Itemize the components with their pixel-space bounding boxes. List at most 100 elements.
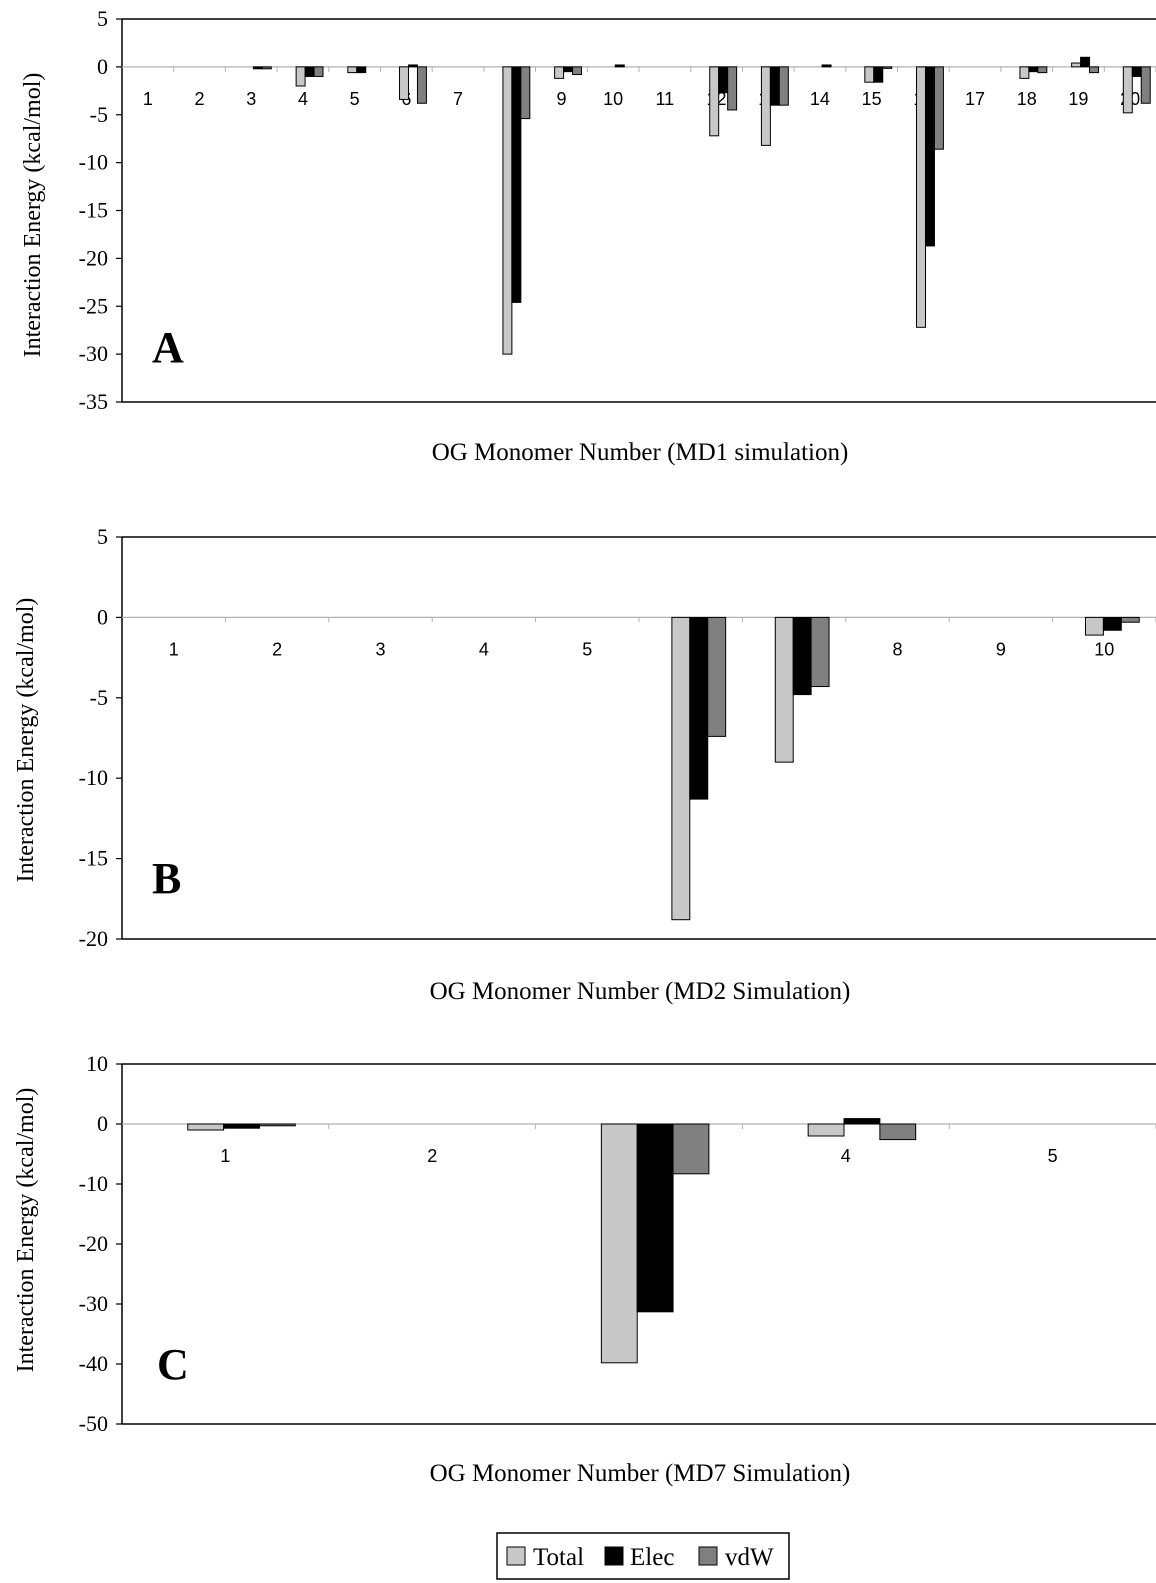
y-tick-label: -30 <box>79 1291 108 1316</box>
chart-panel-c: 100-10-20-30-40-5012345Interaction Energ… <box>13 1051 1156 1487</box>
bar-vdw-6 <box>707 616 727 737</box>
y-tick-label: -20 <box>79 245 108 270</box>
category-label: 10 <box>603 89 623 109</box>
bar-elec-10 <box>1102 616 1122 631</box>
bar-vdw-12 <box>727 66 738 111</box>
bar-vdw-15 <box>882 66 893 69</box>
category-label: 1 <box>143 89 153 109</box>
bar-total-4 <box>807 1123 845 1137</box>
bar-vdw-13 <box>778 66 789 106</box>
bar-elec-5 <box>356 66 367 74</box>
bar-elec-3 <box>636 1123 674 1313</box>
y-tick-label: -35 <box>79 389 108 414</box>
bar-vdw-3 <box>261 66 272 70</box>
bar-total-4 <box>295 66 306 87</box>
bar-total-1 <box>187 1123 225 1131</box>
bar-elec-12 <box>718 66 729 94</box>
category-label: 4 <box>841 1146 851 1166</box>
category-label: 1 <box>169 639 179 659</box>
category-label: 4 <box>298 89 308 109</box>
legend-box <box>496 1532 790 1580</box>
bar-elec-15 <box>873 66 884 83</box>
category-label: 15 <box>862 89 882 109</box>
bar-total-16 <box>916 66 926 328</box>
bar-elec-14 <box>821 64 832 68</box>
bar-total-8 <box>502 66 513 355</box>
bar-total-15 <box>864 66 875 83</box>
bar-vdw-16 <box>933 66 944 150</box>
bar-total-9 <box>554 66 565 79</box>
bar-vdw-18 <box>1037 66 1048 74</box>
bar-total-18 <box>1019 66 1030 79</box>
category-label: 19 <box>1068 89 1088 109</box>
legend-label-elec: Elec <box>630 1544 674 1571</box>
y-tick-label: -20 <box>79 1231 108 1256</box>
y-tick-label: -10 <box>79 765 108 790</box>
bar-total-13 <box>760 66 771 146</box>
bar-elec-7 <box>792 616 812 696</box>
bar-elec-8 <box>511 66 522 303</box>
y-tick-label: -10 <box>79 1171 108 1196</box>
category-label: 5 <box>350 89 360 109</box>
legend: Total Elec vdW <box>496 1532 790 1580</box>
bar-total-10 <box>1084 616 1104 636</box>
bar-vdw-19 <box>1089 66 1100 74</box>
panel-label: B <box>152 854 181 903</box>
bar-total-6 <box>399 66 409 100</box>
category-label: 18 <box>1017 89 1037 109</box>
bar-elec-6 <box>407 64 418 68</box>
x-axis-label: OG Monomer Number (MD2 Simulation) <box>430 978 851 1005</box>
y-tick-label: -50 <box>79 1411 108 1436</box>
y-tick-label: -25 <box>79 293 108 318</box>
y-tick-label: 5 <box>97 6 108 31</box>
y-axis-label: Interaction Energy (kcal/mol) <box>13 598 39 883</box>
category-label: 9 <box>996 639 1006 659</box>
chart-panel-b: 50-5-10-15-2012345678910Interaction Ener… <box>13 524 1156 1005</box>
category-label: 1 <box>220 1146 230 1166</box>
legend-label-vdw: vdW <box>725 1544 774 1571</box>
legend-swatch-elec <box>604 1546 624 1566</box>
panel-label: A <box>152 323 184 372</box>
y-tick-label: 0 <box>97 54 108 79</box>
bar-vdw-20 <box>1140 66 1151 104</box>
bar-elec-13 <box>769 66 780 106</box>
y-axis-label: Interaction Energy (kcal/mol) <box>20 73 46 358</box>
category-label: 10 <box>1094 639 1114 659</box>
y-tick-label: -15 <box>79 846 108 871</box>
bar-total-3 <box>600 1123 638 1364</box>
y-tick-label: -5 <box>90 102 108 127</box>
bar-total-19 <box>1071 62 1082 68</box>
category-label: 8 <box>892 639 902 659</box>
bar-vdw-9 <box>572 66 583 76</box>
bar-vdw-1 <box>258 1123 296 1127</box>
panel-label: C <box>157 1340 189 1389</box>
bar-vdw-6 <box>416 66 427 104</box>
y-tick-label: 5 <box>97 524 108 549</box>
category-label: 2 <box>272 639 282 659</box>
bar-elec-4 <box>843 1118 881 1125</box>
bar-vdw-7 <box>810 616 830 688</box>
y-tick-label: -10 <box>79 150 108 175</box>
y-tick-label: 0 <box>97 604 108 629</box>
bar-vdw-4 <box>879 1123 917 1141</box>
legend-label-total: Total <box>533 1544 584 1571</box>
legend-swatch-total <box>506 1546 526 1566</box>
bar-elec-20 <box>1131 66 1142 77</box>
bar-total-6 <box>671 616 691 921</box>
bar-vdw-3 <box>672 1123 710 1175</box>
bar-total-12 <box>709 66 720 137</box>
category-label: 3 <box>246 89 256 109</box>
bar-elec-18 <box>1028 66 1039 73</box>
category-label: 14 <box>810 89 830 109</box>
bar-vdw-4 <box>313 66 324 77</box>
y-tick-label: -40 <box>79 1351 108 1376</box>
legend-swatch-vdw <box>698 1546 718 1566</box>
bar-elec-19 <box>1080 56 1091 68</box>
category-label: 7 <box>453 89 463 109</box>
y-tick-label: -15 <box>79 198 108 223</box>
y-tick-label: -5 <box>90 685 108 710</box>
category-label: 5 <box>1048 1146 1058 1166</box>
bar-elec-3 <box>252 66 263 70</box>
bar-elec-1 <box>223 1123 260 1129</box>
